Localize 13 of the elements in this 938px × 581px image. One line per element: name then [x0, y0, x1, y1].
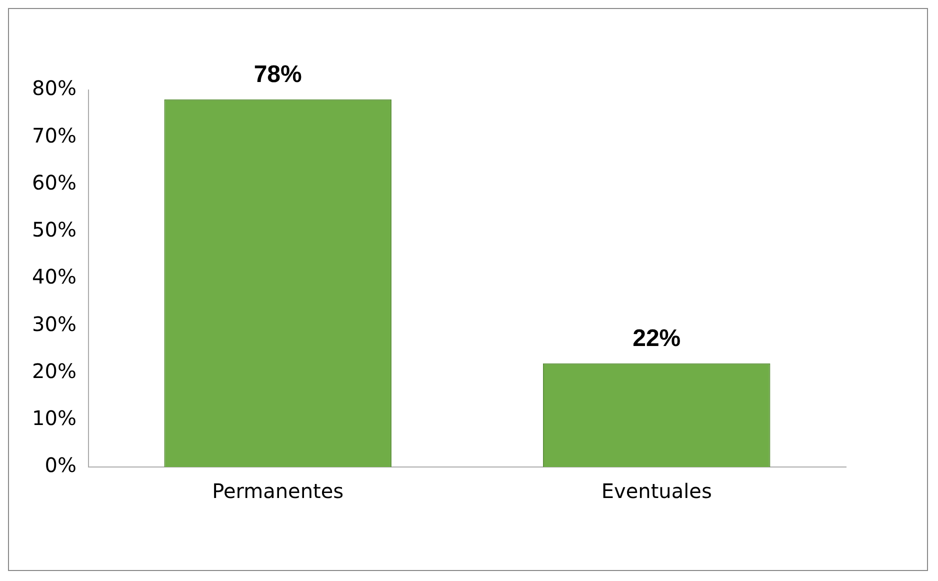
- y-tick-label: 0%: [44, 453, 76, 478]
- y-tick-label: 80%: [32, 76, 76, 100]
- y-tick-label: 20%: [32, 358, 76, 383]
- x-tick-label: Eventuales: [601, 479, 712, 504]
- y-tick-label: 50%: [32, 218, 76, 242]
- y-tick-label: 30%: [32, 312, 76, 336]
- y-tick-label: 10%: [32, 406, 76, 430]
- y-tick-label: 40%: [32, 264, 76, 289]
- data-label: 22%: [632, 324, 681, 352]
- y-tick-label: 70%: [32, 123, 76, 148]
- x-tick-label: Permanentes: [212, 479, 344, 504]
- data-label: 78%: [254, 61, 302, 88]
- y-tick-label: 60%: [32, 170, 76, 194]
